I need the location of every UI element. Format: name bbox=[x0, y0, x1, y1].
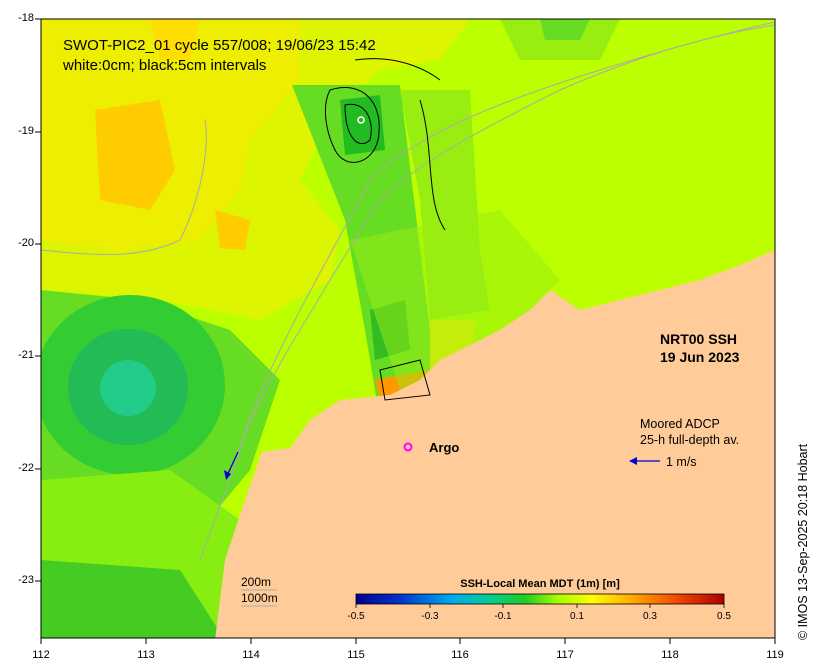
isobath-1000m-label: 1000m bbox=[241, 591, 278, 605]
credit-label: © IMOS 13-Sep-2025 20:18 Hobart bbox=[796, 443, 810, 640]
lat-tick-label: -22 bbox=[18, 462, 34, 474]
adcp-legend: Moored ADCP 25-h full-depth av. bbox=[640, 416, 739, 448]
argo-label: Argo bbox=[429, 440, 460, 455]
colorbar-tick-label: -0.3 bbox=[421, 611, 439, 622]
lat-tick-label: -19 bbox=[18, 125, 34, 137]
adcp-legend-line2: 25-h full-depth av. bbox=[640, 433, 740, 447]
current-arrow-icon bbox=[224, 451, 239, 480]
colorbar bbox=[355, 593, 725, 605]
lon-tick-label: 113 bbox=[137, 649, 155, 661]
product-label: NRT00 SSH 19 Jun 2023 bbox=[660, 330, 739, 366]
lon-tick-marks bbox=[40, 638, 776, 644]
legend-arrow-icon bbox=[629, 457, 660, 465]
arrow-scale-label: 1 m/s bbox=[666, 455, 697, 469]
colorbar-tick-label: -0.5 bbox=[347, 611, 365, 622]
isobath-200m-label: 200m bbox=[241, 575, 272, 589]
product-label-line2: 19 Jun 2023 bbox=[660, 349, 740, 365]
lon-tick-label: 117 bbox=[556, 649, 574, 661]
argo-float-icon bbox=[403, 442, 413, 452]
map-title-line1: SWOT-PIC2_01 cycle 557/008; 19/06/23 15:… bbox=[63, 37, 376, 54]
colorbar-tick-label: 0.5 bbox=[717, 611, 731, 622]
lon-tick-label: 116 bbox=[451, 649, 469, 661]
colorbar-title: SSH-Local Mean MDT (1m) [m] bbox=[460, 578, 620, 590]
lon-tick-label: 115 bbox=[347, 649, 365, 661]
colorbar-tick-label: 0.3 bbox=[643, 611, 657, 622]
lon-tick-label: 112 bbox=[32, 649, 50, 661]
lon-tick-label: 114 bbox=[242, 649, 260, 661]
lon-tick-label: 119 bbox=[766, 649, 784, 661]
ssh-field bbox=[41, 19, 775, 638]
map-title: SWOT-PIC2_01 cycle 557/008; 19/06/23 15:… bbox=[63, 36, 376, 76]
lat-tick-marks bbox=[35, 18, 41, 582]
map-title-line2: white:0cm; black:5cm intervals bbox=[63, 57, 267, 74]
colorbar-tick-label: -0.1 bbox=[494, 611, 512, 622]
product-label-line1: NRT00 SSH bbox=[660, 331, 738, 347]
plot-frame bbox=[40, 18, 776, 639]
lat-tick-label: -20 bbox=[18, 237, 34, 249]
lat-tick-label: -21 bbox=[18, 349, 34, 361]
adcp-legend-line1: Moored ADCP bbox=[640, 417, 720, 431]
isobath-legend: 200m 1000m bbox=[241, 574, 278, 606]
lat-tick-label: -23 bbox=[18, 574, 34, 586]
colorbar-tick-label: 0.1 bbox=[570, 611, 584, 622]
lon-tick-label: 118 bbox=[661, 649, 679, 661]
colorbar-ticks bbox=[355, 604, 725, 608]
lat-tick-label: -18 bbox=[18, 12, 34, 24]
